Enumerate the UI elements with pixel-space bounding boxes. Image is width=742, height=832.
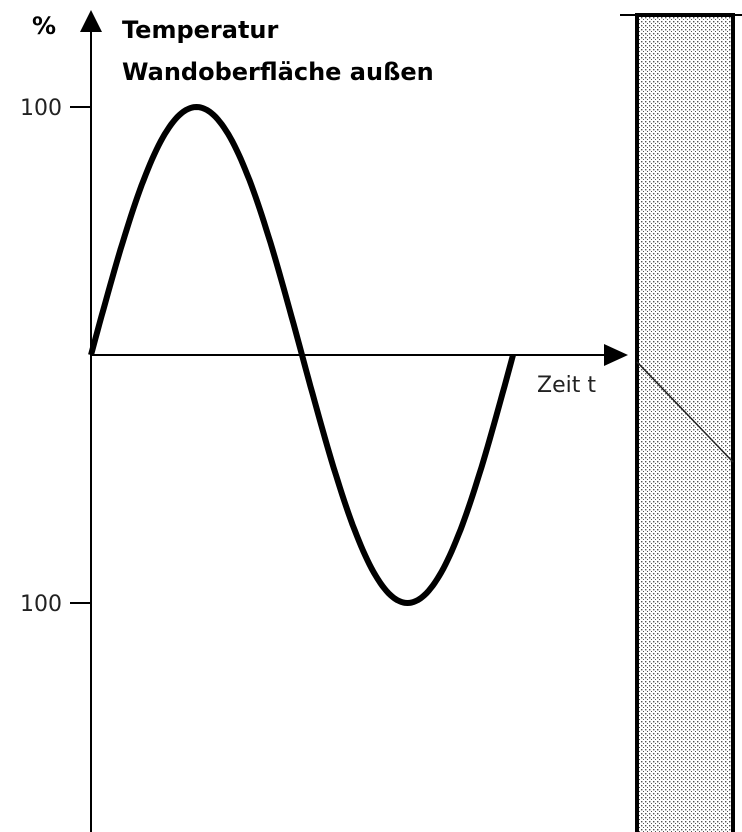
sine-curve [88, 104, 516, 606]
axis-title: Temperatur [122, 16, 279, 44]
wall [635, 13, 735, 832]
tick-label: 100 [20, 96, 62, 121]
tick-label: 100 [20, 592, 62, 617]
axis-title: Wandoberfläche außen [122, 58, 434, 86]
temperature-gradient [636, 361, 734, 463]
y-axis-arrow [80, 10, 102, 32]
x-axis-arrow [604, 344, 628, 366]
unit-label: % [32, 12, 56, 40]
x-axis-label: Zeit t [537, 373, 596, 398]
